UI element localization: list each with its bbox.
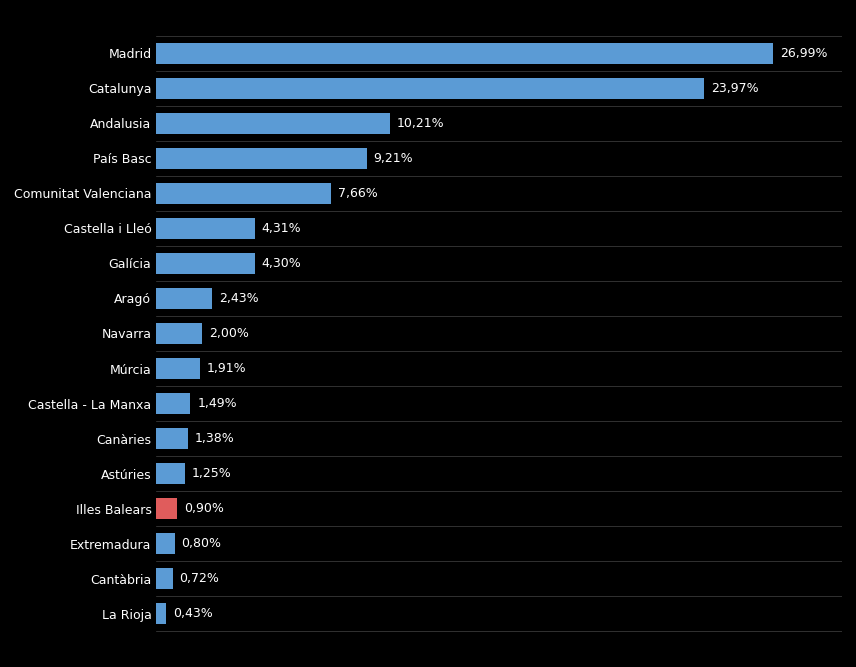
Text: 9,21%: 9,21% — [374, 152, 413, 165]
Bar — [157, 358, 200, 379]
Bar — [157, 183, 331, 204]
Bar — [157, 463, 185, 484]
Text: 4,31%: 4,31% — [262, 222, 301, 235]
Bar — [157, 498, 177, 519]
Bar — [157, 393, 190, 414]
Bar — [157, 253, 254, 274]
Text: 0,80%: 0,80% — [181, 537, 222, 550]
Text: 4,30%: 4,30% — [261, 257, 301, 270]
Text: 23,97%: 23,97% — [711, 82, 758, 95]
Bar — [157, 78, 704, 99]
Bar — [157, 43, 773, 64]
Text: 26,99%: 26,99% — [780, 47, 828, 60]
Bar — [157, 218, 255, 239]
Bar — [157, 533, 175, 554]
Text: 10,21%: 10,21% — [396, 117, 444, 130]
Bar — [157, 288, 211, 309]
Text: 1,49%: 1,49% — [197, 397, 237, 410]
Text: 0,90%: 0,90% — [184, 502, 223, 515]
Bar — [157, 148, 367, 169]
Text: 2,43%: 2,43% — [218, 292, 259, 305]
Bar — [157, 323, 202, 344]
Text: 1,25%: 1,25% — [192, 467, 231, 480]
Text: 0,72%: 0,72% — [180, 572, 219, 585]
Text: 0,43%: 0,43% — [173, 607, 212, 620]
Bar — [157, 568, 173, 589]
Text: 2,00%: 2,00% — [209, 327, 249, 340]
Bar — [157, 428, 187, 449]
Text: 1,38%: 1,38% — [194, 432, 235, 445]
Bar — [157, 113, 389, 134]
Bar — [157, 603, 166, 624]
Text: 7,66%: 7,66% — [338, 187, 378, 200]
Text: 1,91%: 1,91% — [207, 362, 247, 375]
